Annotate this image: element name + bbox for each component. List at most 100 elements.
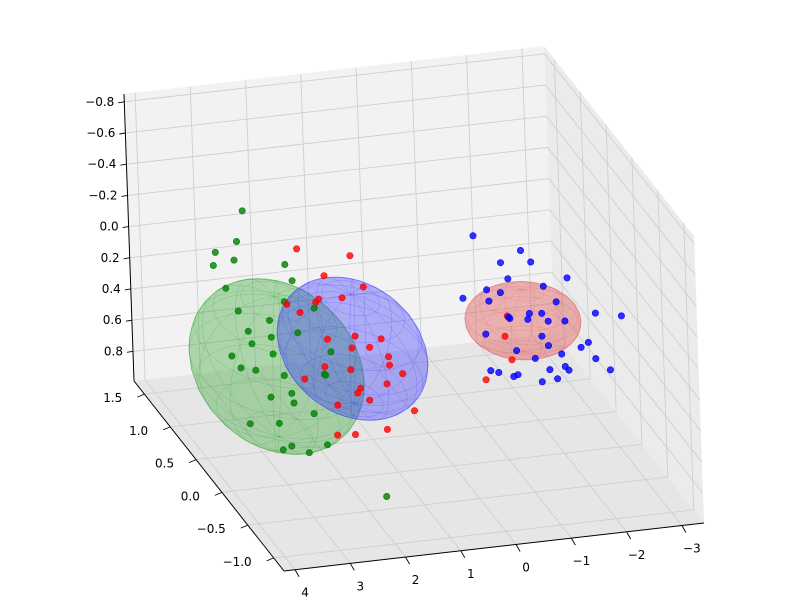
side-pane bbox=[544, 46, 704, 523]
data-point-s2-0 bbox=[496, 289, 504, 297]
y-tick-label: 0.0 bbox=[181, 489, 200, 503]
y-tick-label: −1.0 bbox=[223, 555, 252, 569]
data-point-s2-33 bbox=[527, 258, 535, 266]
data-point-s0-7 bbox=[288, 389, 296, 397]
data-point-s1-19 bbox=[347, 366, 355, 374]
data-point-s2-32 bbox=[516, 247, 524, 255]
data-point-s0-23 bbox=[234, 307, 242, 315]
grid-line-z bbox=[125, 84, 696, 276]
ellipsoid-parallel bbox=[325, 381, 384, 418]
data-point-s1-29 bbox=[482, 376, 490, 384]
data-point-s1-9 bbox=[385, 361, 393, 369]
grid-line-z bbox=[131, 271, 703, 463]
data-point-s2-2 bbox=[525, 309, 533, 317]
data-point-s0-33 bbox=[383, 492, 391, 500]
grid-line-z bbox=[126, 115, 697, 307]
data-point-s2-31 bbox=[591, 309, 599, 317]
ellipsoid-meridian bbox=[274, 296, 352, 449]
grid-line-y bbox=[221, 157, 643, 493]
data-point-s2-18 bbox=[514, 371, 522, 379]
data-point-s0-12 bbox=[228, 352, 236, 360]
data-point-s2-12 bbox=[544, 342, 552, 350]
y-tick-mark bbox=[266, 557, 274, 562]
x-tick-label: −3 bbox=[683, 542, 701, 556]
data-point-s0-30 bbox=[327, 348, 335, 356]
ellipsoid-parallel bbox=[216, 378, 341, 455]
data-point-s2-25 bbox=[538, 309, 546, 317]
grid-line-z bbox=[124, 53, 695, 245]
grid-line-x bbox=[355, 67, 517, 545]
ellipsoid-meridian bbox=[350, 286, 393, 404]
y-tick-label: −0.5 bbox=[197, 522, 226, 536]
ellipsoid-parallel bbox=[468, 286, 577, 331]
ellipsoid-meridian bbox=[350, 278, 356, 404]
data-point-s0-2 bbox=[233, 238, 241, 246]
x-tick-mark bbox=[570, 537, 576, 546]
data-point-s0-13 bbox=[269, 350, 277, 358]
data-point-s2-23 bbox=[554, 375, 562, 383]
data-point-s1-11 bbox=[323, 335, 331, 343]
axis-lines bbox=[123, 93, 705, 572]
x-axis-line bbox=[283, 522, 705, 572]
data-point-s0-32 bbox=[281, 260, 289, 268]
ellipsoid-meridian bbox=[521, 281, 536, 353]
ellipsoid-parallel bbox=[188, 313, 365, 420]
z-tick-mark bbox=[124, 288, 131, 291]
x-tick-mark bbox=[681, 525, 687, 533]
grid-line-z bbox=[130, 240, 702, 432]
data-point-s2-37 bbox=[561, 362, 569, 370]
ellipsoid-meridian bbox=[349, 294, 355, 420]
ellipsoid-meridian bbox=[276, 291, 355, 404]
ellipsoid-meridian bbox=[201, 285, 280, 437]
data-point-s1-5 bbox=[293, 245, 301, 253]
ellipsoid-surface bbox=[188, 278, 365, 455]
z-tick-label: −0.6 bbox=[86, 126, 115, 140]
data-point-s2-38 bbox=[617, 312, 625, 320]
ellipsoid-parallel bbox=[480, 281, 564, 316]
z-tick-label: 0.2 bbox=[101, 251, 120, 265]
data-point-s0-26 bbox=[275, 419, 283, 427]
y-tick-mark bbox=[137, 393, 145, 398]
data-point-s2-5 bbox=[531, 354, 539, 362]
y-tick-mark bbox=[240, 524, 248, 529]
data-point-s2-36 bbox=[544, 317, 552, 325]
data-point-s0-19 bbox=[209, 261, 217, 269]
data-point-s0-34 bbox=[230, 256, 238, 264]
grid-line-x bbox=[300, 73, 462, 552]
y-tick-mark bbox=[163, 426, 171, 431]
data-point-s0-3 bbox=[267, 333, 275, 341]
tick-labels: −3 −2 −1 0 1 2 3 4 −1.0 −0.5 0.0 0.5 1.0 1.5 −0.8 −0.6 −… bbox=[85, 95, 701, 600]
data-point-s2-27 bbox=[592, 355, 600, 363]
z-tick-mark bbox=[120, 163, 127, 166]
data-point-s0-29 bbox=[252, 366, 260, 374]
data-point-s2-3 bbox=[558, 350, 566, 358]
ellipsoid-meridian bbox=[287, 283, 355, 404]
ellipsoid-meridian bbox=[235, 278, 280, 437]
data-point-s1-31 bbox=[501, 332, 509, 340]
data-point-s1-26 bbox=[399, 370, 407, 378]
data-point-s1-28 bbox=[508, 356, 516, 364]
axes-panes bbox=[124, 46, 704, 571]
y-tick-label: 0.5 bbox=[155, 457, 174, 471]
data-point-s0-22 bbox=[246, 420, 254, 428]
data-point-s2-4 bbox=[496, 259, 504, 267]
ellipsoid-meridian bbox=[350, 293, 420, 404]
x-tick-label: 0 bbox=[522, 561, 530, 575]
grid-line-z bbox=[128, 178, 699, 369]
z-tick-label: 0.0 bbox=[100, 220, 119, 234]
ellipsoid-meridian bbox=[510, 289, 525, 360]
ellipsoid-meridian bbox=[465, 288, 525, 353]
ellipsoid-meridian bbox=[350, 293, 429, 406]
data-point-s1-12 bbox=[383, 380, 391, 388]
data-point-s0-28 bbox=[323, 441, 331, 449]
ellipsoid-meridian bbox=[285, 293, 355, 405]
data-point-s2-19 bbox=[538, 378, 546, 386]
x-tick-mark bbox=[460, 550, 466, 559]
data-points bbox=[209, 207, 625, 500]
data-point-s0-14 bbox=[279, 446, 287, 454]
data-point-s2-11 bbox=[538, 332, 546, 340]
ellipsoid-parallel bbox=[240, 281, 309, 323]
data-point-s1-21 bbox=[334, 431, 342, 439]
data-point-s1-20 bbox=[346, 252, 354, 260]
data-point-s1-2 bbox=[338, 294, 346, 302]
